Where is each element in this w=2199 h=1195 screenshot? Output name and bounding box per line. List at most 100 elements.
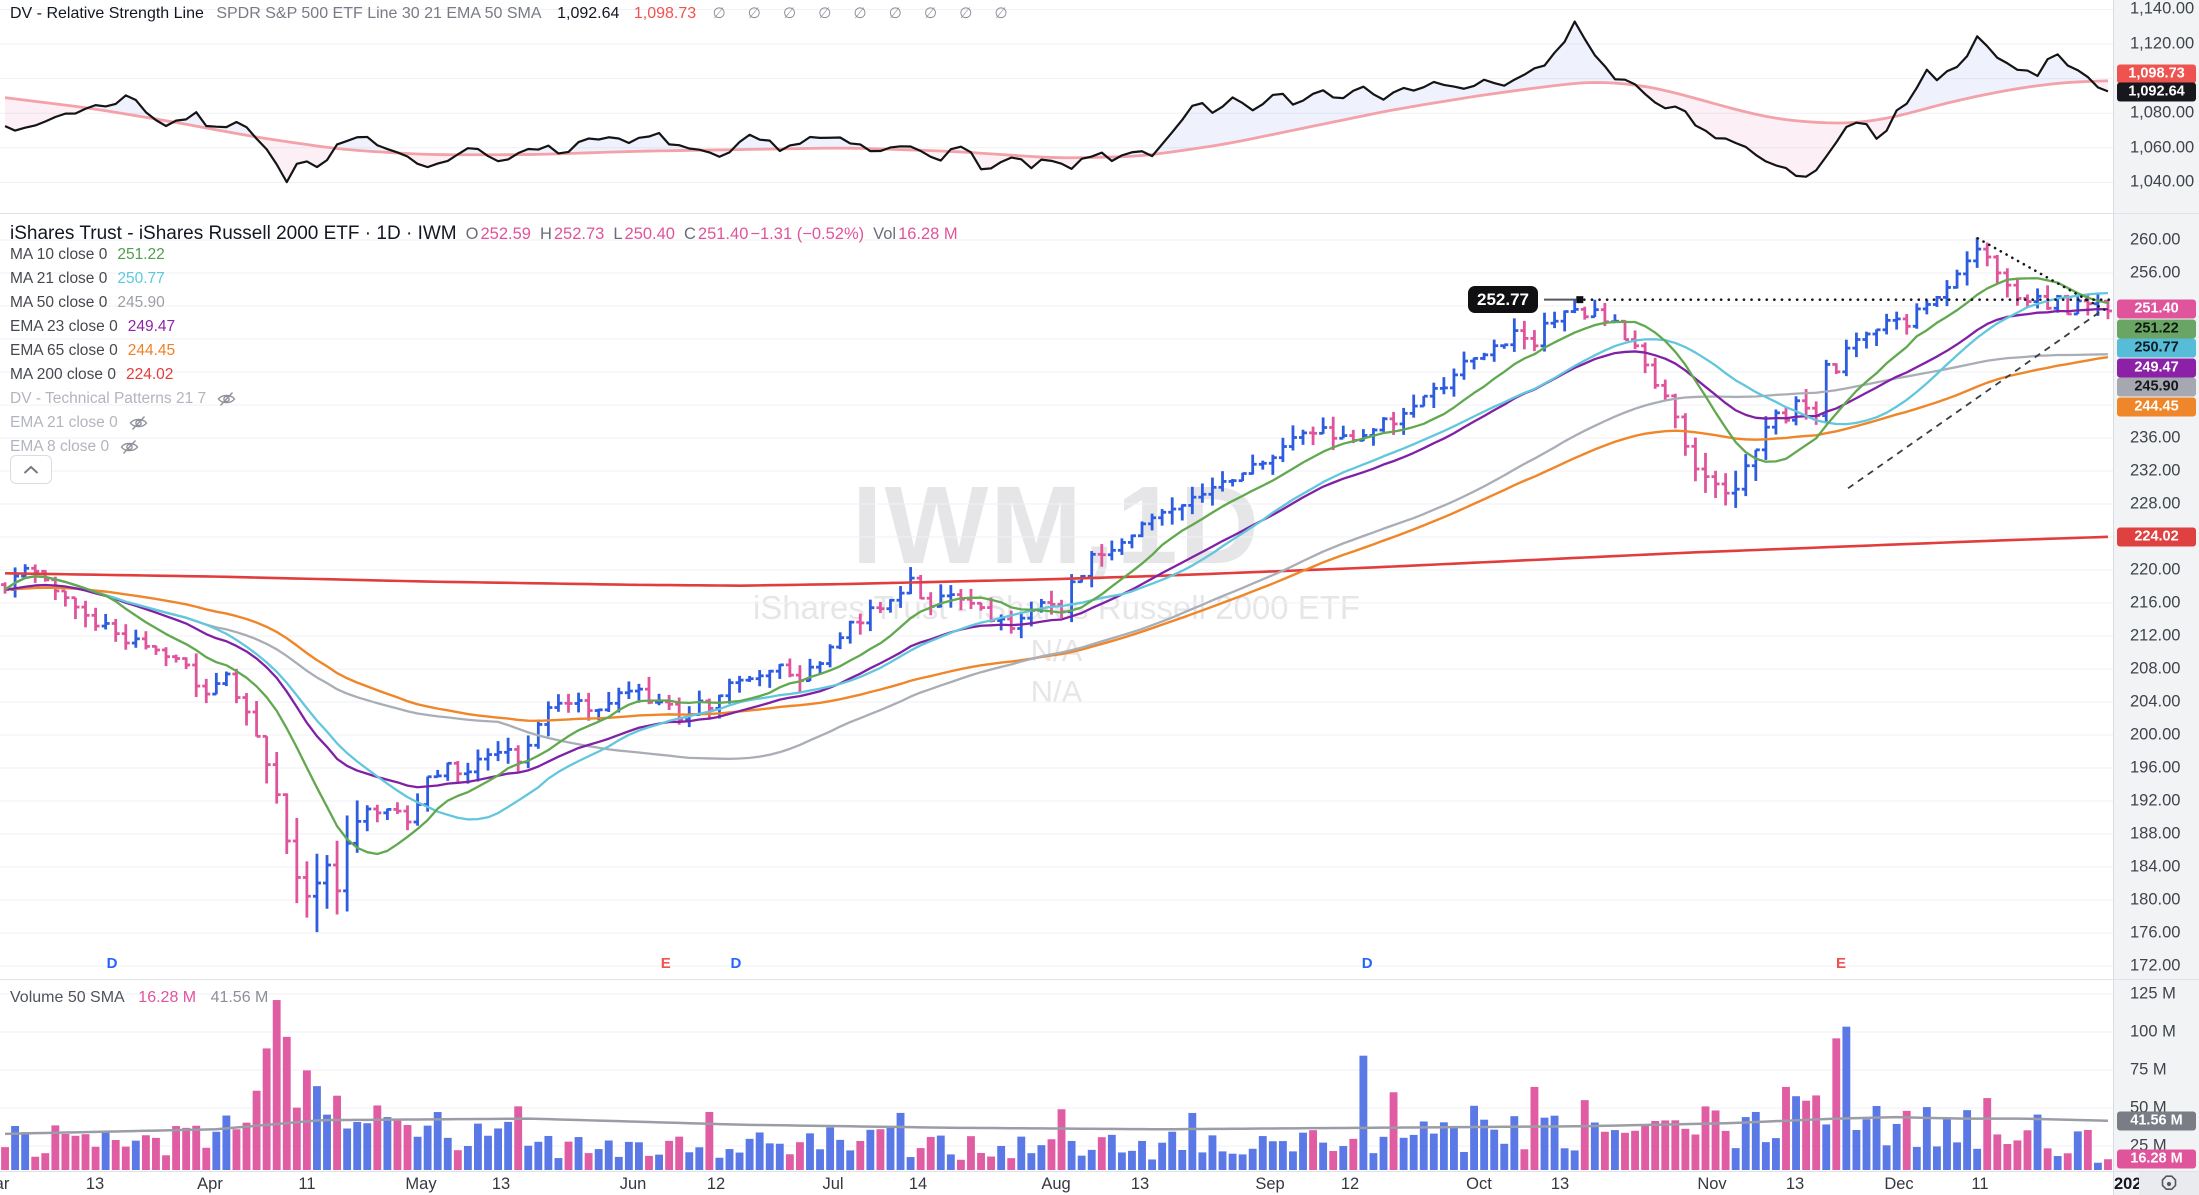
ma-50-line bbox=[4, 353, 2108, 761]
axis-label: 216.00 bbox=[2130, 593, 2181, 612]
rsl-indicator-legend[interactable]: DV - Relative Strength Line SPDR S&P 500… bbox=[10, 4, 1017, 23]
time-axis[interactable]: ar 13 Apr 11 May 13 Jun 12 Jul 14 Aug 13 Sep 12 Oct 13 N… bbox=[0, 1171, 2113, 1195]
symbol-header[interactable]: iShares Trust - iShares Russell 2000 ETF… bbox=[10, 223, 958, 245]
volume-bars bbox=[1, 1000, 2112, 1170]
pattern-trendlines bbox=[1544, 237, 2113, 490]
volume-label: Vol bbox=[873, 225, 897, 243]
axis-label: 1,040.00 bbox=[2130, 172, 2195, 191]
indicator-value: 249.47 bbox=[127, 318, 176, 335]
indicator-value: 224.02 bbox=[125, 366, 174, 383]
ema-65-line bbox=[4, 355, 2109, 723]
axis-price-badge: 245.90 bbox=[2117, 377, 2196, 397]
eye-off-icon[interactable] bbox=[119, 439, 140, 455]
price-level-label[interactable]: 252.77 bbox=[1468, 286, 1538, 313]
axis-label: 184.00 bbox=[2130, 857, 2181, 876]
axis-label: 196.00 bbox=[2130, 758, 2181, 777]
time-label: Jun bbox=[619, 1175, 647, 1193]
volume-value: 16.28 M bbox=[898, 225, 958, 243]
indicator-row[interactable]: MA 21 close 0 250.77 bbox=[10, 267, 165, 291]
axis-price-badge: 251.22 bbox=[2117, 319, 2196, 338]
axis-label: 176.00 bbox=[2130, 923, 2181, 942]
volume-indicator-legend[interactable]: Volume 50 SMA 16.28 M 41.56 M bbox=[10, 989, 268, 1007]
watermark-na-2: N/A bbox=[1030, 674, 1083, 709]
indicator-row[interactable]: EMA 23 close 0 249.47 bbox=[10, 315, 175, 339]
indicator-row[interactable]: DV - Technical Patterns 21 7 bbox=[10, 387, 237, 411]
rsl-ema-line bbox=[4, 79, 2109, 160]
time-label: 13 bbox=[85, 1175, 105, 1193]
dividend-marker[interactable]: D bbox=[731, 955, 742, 972]
volume-current-value: 16.28 M bbox=[138, 989, 197, 1006]
axis-label: 212.00 bbox=[2130, 626, 2181, 645]
ascending-dashed-line bbox=[1847, 309, 2103, 490]
low-label: L bbox=[613, 225, 623, 243]
axis-label: 75 M bbox=[2130, 1060, 2167, 1079]
settings-gear-icon bbox=[2161, 1174, 2177, 1190]
high-value: 252.73 bbox=[553, 225, 605, 243]
volume-indicator-title[interactable]: Volume 50 SMA bbox=[10, 989, 124, 1006]
rsl-line bbox=[4, 20, 2109, 184]
earnings-marker[interactable]: E bbox=[1836, 955, 1846, 972]
pane-separator[interactable] bbox=[0, 979, 2199, 980]
dividend-marker[interactable]: D bbox=[1362, 955, 1373, 972]
axis-label: 232.00 bbox=[2130, 461, 2181, 480]
rsl-empty-values: ∅ ∅ ∅ ∅ ∅ ∅ ∅ ∅ ∅ bbox=[712, 5, 1017, 22]
ma-10-line bbox=[4, 277, 2109, 856]
time-label: Sep bbox=[1255, 1175, 1285, 1193]
indicator-label: MA 10 close 0 bbox=[10, 246, 108, 263]
time-label: ar bbox=[0, 1175, 10, 1193]
indicator-row[interactable]: EMA 65 close 0 244.45 bbox=[10, 339, 175, 363]
high-label: H bbox=[539, 225, 552, 243]
axis-label: 220.00 bbox=[2130, 560, 2181, 579]
legend-collapse-button[interactable] bbox=[10, 455, 52, 484]
axis-label: 228.00 bbox=[2130, 494, 2181, 513]
indicator-row[interactable]: EMA 21 close 0 bbox=[10, 411, 149, 435]
indicator-row[interactable]: MA 50 close 0 245.90 bbox=[10, 291, 165, 315]
indicator-row[interactable]: MA 200 close 0 224.02 bbox=[10, 363, 173, 387]
eye-off-icon[interactable] bbox=[216, 391, 237, 407]
indicator-label: EMA 8 close 0 bbox=[10, 438, 110, 455]
axis-label: 125 M bbox=[2130, 984, 2176, 1003]
axis-settings-box[interactable] bbox=[2139, 1172, 2199, 1195]
rsl-indicator-title[interactable]: DV - Relative Strength Line bbox=[10, 5, 204, 22]
earnings-marker[interactable]: E bbox=[661, 955, 671, 972]
low-value: 250.40 bbox=[624, 225, 675, 243]
ema-23-line bbox=[4, 307, 2108, 789]
axis-label: 1,080.00 bbox=[2130, 103, 2195, 122]
axis-price-badge: 250.77 bbox=[2117, 338, 2196, 358]
axis-price-badge: 1,092.64 bbox=[2117, 82, 2196, 102]
change-value: −1.31 (−0.52%) bbox=[750, 225, 865, 243]
eye-off-icon[interactable] bbox=[128, 415, 149, 431]
indicator-row[interactable]: MA 10 close 0 251.22 bbox=[10, 243, 165, 267]
axis-label: 1,060.00 bbox=[2130, 138, 2195, 157]
symbol-title[interactable]: iShares Trust - iShares Russell 2000 ETF… bbox=[10, 223, 457, 244]
axis-price-badge: 244.45 bbox=[2117, 397, 2196, 416]
axis-label: 180.00 bbox=[2130, 890, 2181, 909]
axis-label: 236.00 bbox=[2130, 428, 2181, 447]
axis-label: 204.00 bbox=[2130, 692, 2181, 711]
open-value: 252.59 bbox=[480, 225, 531, 243]
axis-price-badge: 1,098.73 bbox=[2117, 64, 2196, 84]
indicator-label: MA 200 close 0 bbox=[10, 366, 116, 383]
volume-sma-value: 41.56 M bbox=[210, 989, 269, 1006]
axis-price-badge: 251.40 bbox=[2117, 299, 2196, 319]
indicator-row[interactable]: EMA 8 close 0 bbox=[10, 435, 140, 459]
time-label: 11 bbox=[298, 1175, 316, 1193]
time-label: 12 bbox=[1340, 1175, 1360, 1193]
ma-200-line bbox=[5, 535, 2109, 587]
time-label: 12 bbox=[706, 1175, 726, 1193]
pane-separator[interactable] bbox=[0, 213, 2199, 214]
indicator-value: 244.45 bbox=[127, 342, 176, 359]
ma-lines bbox=[4, 277, 2109, 856]
ma-21-line bbox=[4, 291, 2109, 821]
price-axis[interactable]: 1,140.00 1,120.00 1,080.00 1,060.00 1,040.00… bbox=[2113, 0, 2199, 1195]
axis-label: 188.00 bbox=[2130, 824, 2181, 843]
indicator-label: MA 50 close 0 bbox=[10, 294, 108, 311]
axis-label: 200.00 bbox=[2130, 725, 2181, 744]
time-label: 11 bbox=[1971, 1175, 1989, 1193]
dividend-marker[interactable]: D bbox=[107, 955, 118, 972]
axis-price-badge: 41.56 M bbox=[2117, 1111, 2196, 1131]
